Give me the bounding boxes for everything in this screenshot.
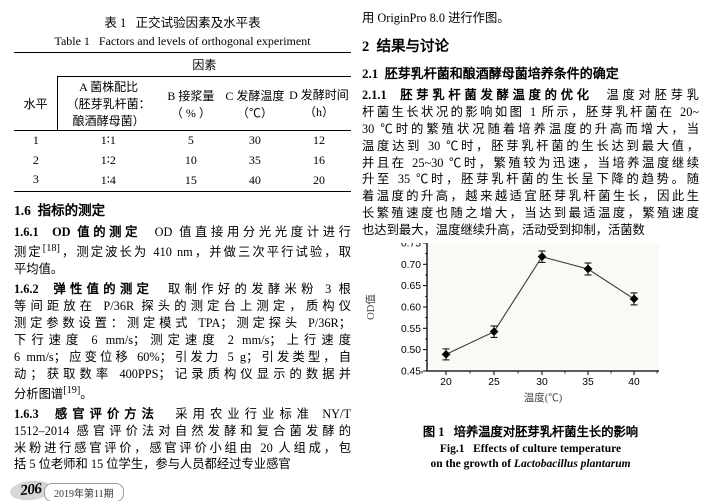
svg-text:OD值: OD值 [364,294,377,320]
svg-text:35: 35 [582,377,594,388]
svg-text:温度(℃): 温度(℃) [524,391,563,404]
svg-text:0.55: 0.55 [401,324,421,335]
svg-text:40: 40 [628,377,640,388]
svg-text:0.75: 0.75 [401,243,421,250]
svg-text:0.50: 0.50 [401,345,421,356]
svg-text:25: 25 [488,377,500,388]
svg-text:0.45: 0.45 [401,367,421,378]
svg-text:0.60: 0.60 [401,303,421,314]
svg-text:0.70: 0.70 [401,260,421,271]
svg-text:0.65: 0.65 [401,281,421,292]
svg-text:30: 30 [536,377,548,388]
svg-text:20: 20 [440,377,452,388]
